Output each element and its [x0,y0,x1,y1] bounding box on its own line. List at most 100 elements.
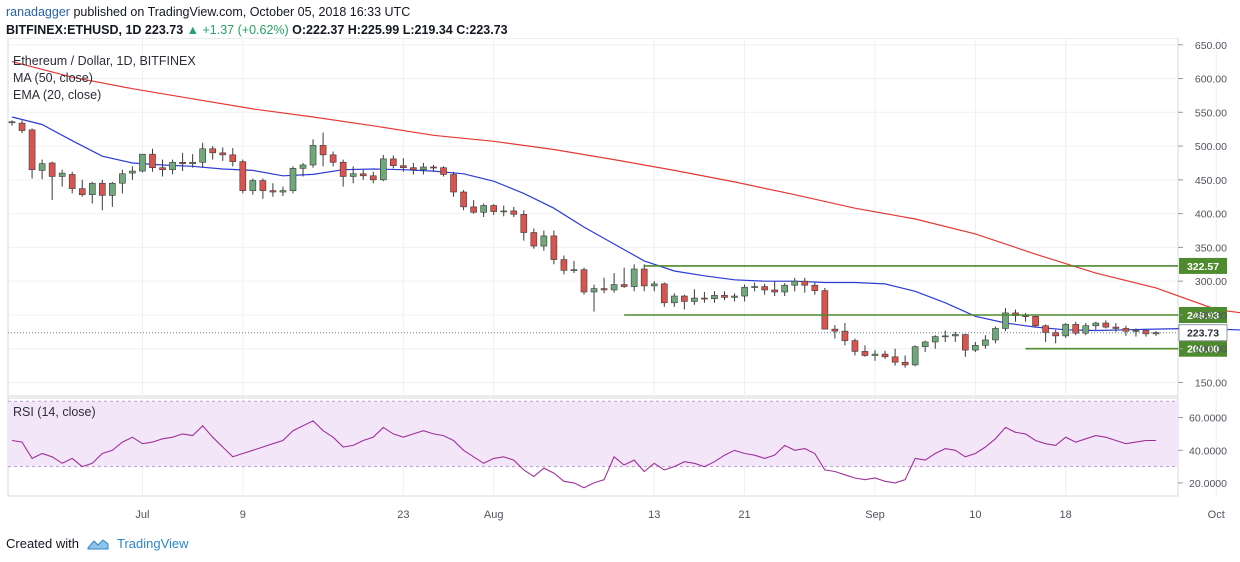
candle [450,171,457,197]
rsi-band-fill [8,401,1178,467]
candle [701,291,708,303]
candle-body [540,235,548,247]
candle [630,264,638,292]
candles [8,120,1160,368]
candle [349,166,357,184]
candle [78,179,86,197]
candle-body [319,145,327,156]
candle [58,169,66,187]
candle-body [550,235,558,260]
candle-body [119,173,126,184]
candle-body [430,166,437,169]
candle [620,267,628,288]
legend-ema: EMA (20, close) [13,88,101,102]
candle [510,206,518,217]
y-tick-label: 400.00 [1195,209,1227,221]
candle [550,230,558,265]
x-tick-label: 18 [1060,509,1072,521]
symbol-label: BITFINEX:ETHUSD, 1D [6,23,142,37]
candle-body [982,339,989,346]
candle-body [701,297,708,300]
tradingview-link[interactable]: TradingView [116,536,189,551]
candle-body [349,173,357,177]
price-chart[interactable]: 322.57 249.93 200.00 223.73 650.00 600.00 550… [0,38,1240,526]
candle [249,178,257,195]
y-tick-label: 300.00 [1195,276,1227,288]
candle-body [590,288,598,293]
candle [610,273,618,293]
candle [881,350,889,359]
candle-body [781,284,789,293]
candle [530,228,538,249]
candle-body [731,295,738,298]
candle [359,169,367,180]
candle-body [470,206,477,213]
x-tick-label: Oct [1208,509,1225,521]
candle-body [901,361,909,366]
last-price-tag [1178,324,1228,342]
rsi-title: RSI (14, close) [13,405,96,419]
y-tick-label: 250.00 [1195,310,1227,322]
candle-body [149,153,156,168]
candle-body [289,168,297,191]
candle-body [811,284,819,291]
candle [560,255,568,275]
candle-body [269,190,277,193]
open-value: O:222.37 [292,23,345,37]
footer: Created with TradingView [6,536,189,551]
candle [18,120,26,134]
candle-body [390,158,397,166]
author-link[interactable]: ranadagger [6,5,70,19]
candle [1032,314,1039,328]
candle [851,338,859,356]
candle [179,152,186,172]
candle [460,189,467,211]
candle-body [500,210,508,213]
candle-body [580,269,588,293]
candle-body [681,295,688,302]
candle-body [560,259,568,271]
candle-body [650,283,658,287]
candle [681,294,688,310]
candle [500,205,508,217]
axes: 650.00 600.00 550.00 500.00 450.00 400.00 350.… [135,40,1227,521]
candle-body [761,286,768,291]
candle [580,267,588,295]
candle [520,210,528,241]
candle [209,146,217,160]
candle [129,166,136,180]
candle [871,350,879,361]
candle [1072,321,1080,336]
candle [1102,320,1110,329]
candle [590,284,598,312]
candle-body [249,180,257,191]
candle [480,203,487,217]
candle [781,283,789,297]
candle [420,162,427,175]
y-tick-label: 500.00 [1195,141,1227,153]
candle [921,340,929,353]
candle [329,151,337,167]
candle-body [339,161,347,177]
candle [931,335,939,349]
candle-body [962,334,969,351]
candle-body [871,353,879,356]
candle-body [309,145,317,166]
rsi-tick-label: 20.0000 [1189,478,1227,490]
candle-body [420,166,427,171]
y-tick-label: 600.00 [1195,74,1227,86]
candle [299,162,307,177]
candle [891,348,899,366]
close-value: C:223.73 [456,23,508,37]
candle-body [951,334,959,337]
rsi-path [11,420,1156,489]
candle-body [359,173,367,177]
candle [671,293,678,307]
created-with-label: Created with [6,536,79,551]
candle-body [209,148,217,154]
candle [540,230,548,251]
candle-body [600,288,608,291]
publish-info: published on TradingView.com, October 05… [73,5,411,19]
ma50-line [11,61,1240,314]
rsi-band [8,400,1178,468]
